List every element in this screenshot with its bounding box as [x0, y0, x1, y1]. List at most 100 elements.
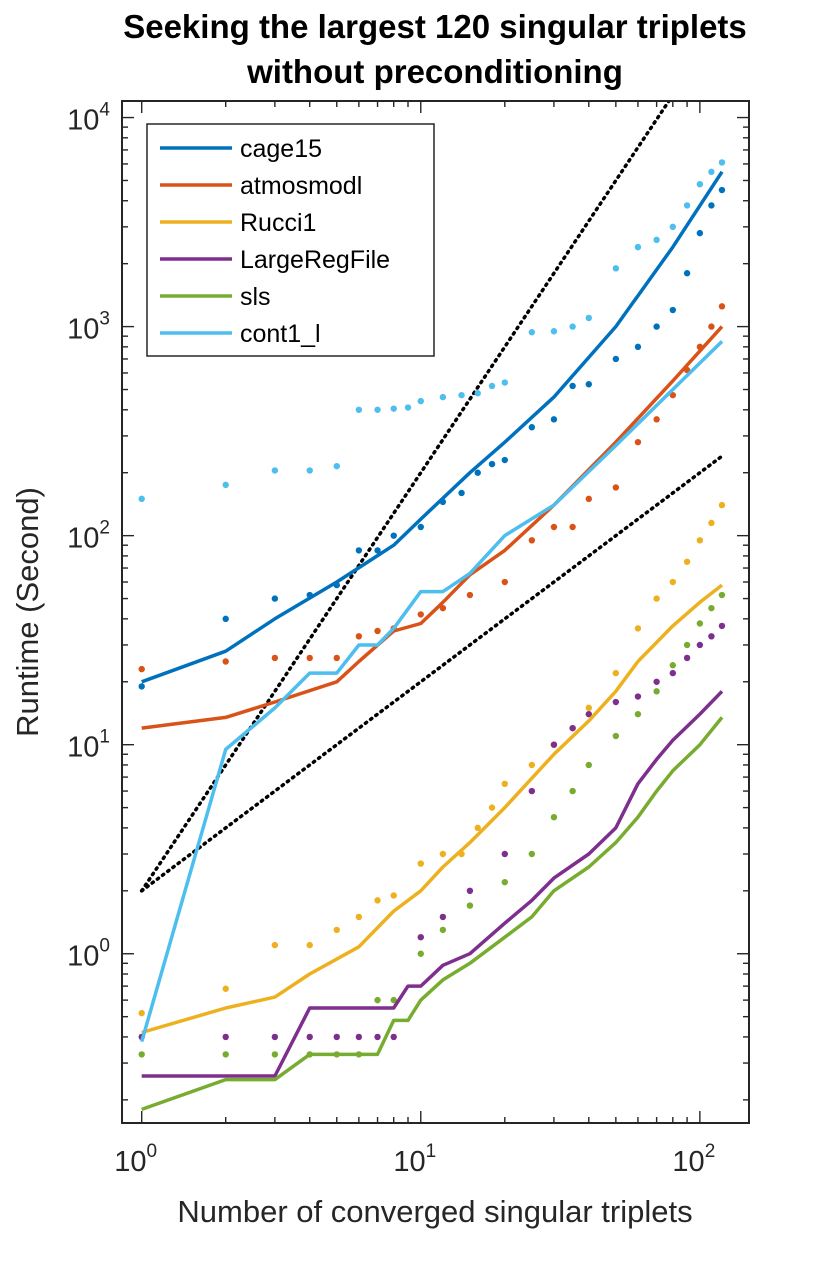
cont1_l-dot	[222, 481, 229, 489]
series-lines	[140, 170, 724, 1112]
cage15-dot	[718, 186, 726, 194]
sls-dot	[417, 950, 424, 957]
LargeRegFile-dot	[708, 633, 715, 640]
y-axis-label: Runtime (Second)	[10, 487, 45, 737]
atmosmodl-dot	[306, 654, 313, 662]
atmosmodl-dot	[355, 633, 363, 640]
Rucci1-dot	[683, 558, 691, 565]
atmosmodl-dot	[550, 523, 558, 531]
atmosmodl-dot	[708, 323, 715, 330]
reference-slope-1	[139, 454, 724, 893]
LargeRegFile-dot	[222, 1033, 229, 1041]
cage15-dot	[501, 456, 508, 464]
atmosmodl-dot	[585, 495, 592, 503]
LargeRegFile-dot	[634, 693, 642, 700]
y-tick-label: 101	[67, 727, 110, 764]
LargeRegFile-dot	[669, 669, 677, 677]
reference-slope-2	[139, 101, 672, 893]
sls-dot	[138, 1051, 145, 1058]
cage15-dot	[550, 416, 558, 423]
atmosmodl-dot	[333, 654, 340, 662]
x-tick-label: 101	[393, 1141, 436, 1178]
Rucci1-dot	[708, 519, 715, 527]
LargeRegFile-dot	[569, 724, 576, 732]
sls-dot	[683, 641, 691, 649]
cont1_l-dot	[271, 467, 279, 474]
sls-dot	[222, 1051, 229, 1058]
atmosmodl-dot	[138, 665, 145, 673]
sls-dot	[439, 926, 447, 934]
Rucci1-dot	[501, 780, 508, 788]
cage15-dot	[390, 532, 397, 539]
cage15-dot	[585, 381, 592, 388]
Rucci1-dot	[474, 824, 481, 832]
LargeRegFile-dot	[501, 850, 508, 858]
atmosmodl-dot	[501, 578, 508, 586]
legend-label-sls: sls	[240, 283, 271, 311]
cont1_l-dot	[333, 462, 340, 470]
cont1_l-dot	[474, 390, 481, 397]
x-axis-label: Number of converged singular triplets	[177, 1194, 692, 1229]
atmosmodl-dot	[271, 654, 279, 662]
legend-label-Rucci1: Rucci1	[240, 209, 316, 237]
chart-title-line-1: Seeking the largest 120 singular triplet…	[123, 8, 747, 45]
sls-dot	[550, 813, 558, 821]
Rucci1-dot	[488, 804, 496, 811]
LargeRegFile-dot	[390, 1033, 397, 1041]
plot-area-border	[121, 100, 750, 1124]
cont1_l-dot	[612, 265, 620, 272]
atmosmodl-dot	[439, 604, 447, 612]
cont1_l-dot	[683, 202, 691, 209]
Rucci1-dot	[528, 761, 536, 769]
Rucci1-dot	[669, 578, 677, 586]
LargeRegFile-dot	[696, 641, 704, 649]
cont1_l-dot	[669, 223, 677, 231]
LargeRegFile-dot	[653, 678, 660, 685]
Rucci1-dot	[439, 850, 447, 858]
sls-dot	[634, 710, 642, 718]
cage15-dot	[488, 460, 496, 468]
cage15-dot	[271, 595, 279, 602]
LargeRegFile-dot	[417, 933, 424, 941]
sls-dot	[585, 761, 592, 769]
cont1_l-dot	[708, 168, 715, 176]
y-tick-label: 100	[67, 936, 110, 973]
axis-tick-labels: 100 101 102 100 101 102 103 104	[67, 100, 715, 1178]
reference-lines	[139, 101, 724, 893]
LargeRegFile-dot	[528, 787, 536, 795]
Rucci1-dot	[222, 985, 229, 992]
legend-box	[146, 123, 435, 357]
cont1_l-dot	[569, 323, 576, 330]
cont1_l-dot	[417, 397, 424, 405]
sls-dot	[501, 878, 508, 886]
LargeRegFile-line	[141, 690, 724, 1078]
cont1_l-dot	[501, 379, 508, 386]
cage15-dot	[355, 547, 363, 554]
cont1_l-dot	[138, 495, 145, 503]
cont1_l-dot	[528, 329, 536, 336]
cont1_l-dot	[718, 159, 726, 166]
Rucci1-dot	[374, 897, 381, 904]
legend-label-cage15: cage15	[240, 135, 322, 163]
atmosmodl-dot	[718, 303, 726, 310]
cage15-dot	[222, 615, 229, 623]
y-tick-label: 104	[67, 100, 110, 137]
sls-dot	[271, 1051, 279, 1058]
cage15-dot	[417, 523, 424, 531]
atmosmodl-dot	[222, 658, 229, 665]
cont1_l-dot	[374, 406, 381, 413]
cage15-dot	[653, 323, 660, 330]
Rucci1-dot	[355, 913, 363, 921]
y-tick-label: 103	[67, 309, 110, 346]
cage15-dot	[708, 202, 715, 209]
sls-dot	[528, 850, 536, 858]
cont1_l-dot	[355, 406, 363, 413]
atmosmodl-dot	[528, 537, 536, 544]
Rucci1-dot	[696, 537, 704, 544]
cont1_l-dot	[550, 328, 558, 335]
cage15-dot	[458, 489, 465, 497]
legend-label-cont1_l: cont1_l	[240, 320, 321, 348]
sls-dot	[696, 620, 704, 627]
axis-ticks	[122, 101, 749, 1123]
